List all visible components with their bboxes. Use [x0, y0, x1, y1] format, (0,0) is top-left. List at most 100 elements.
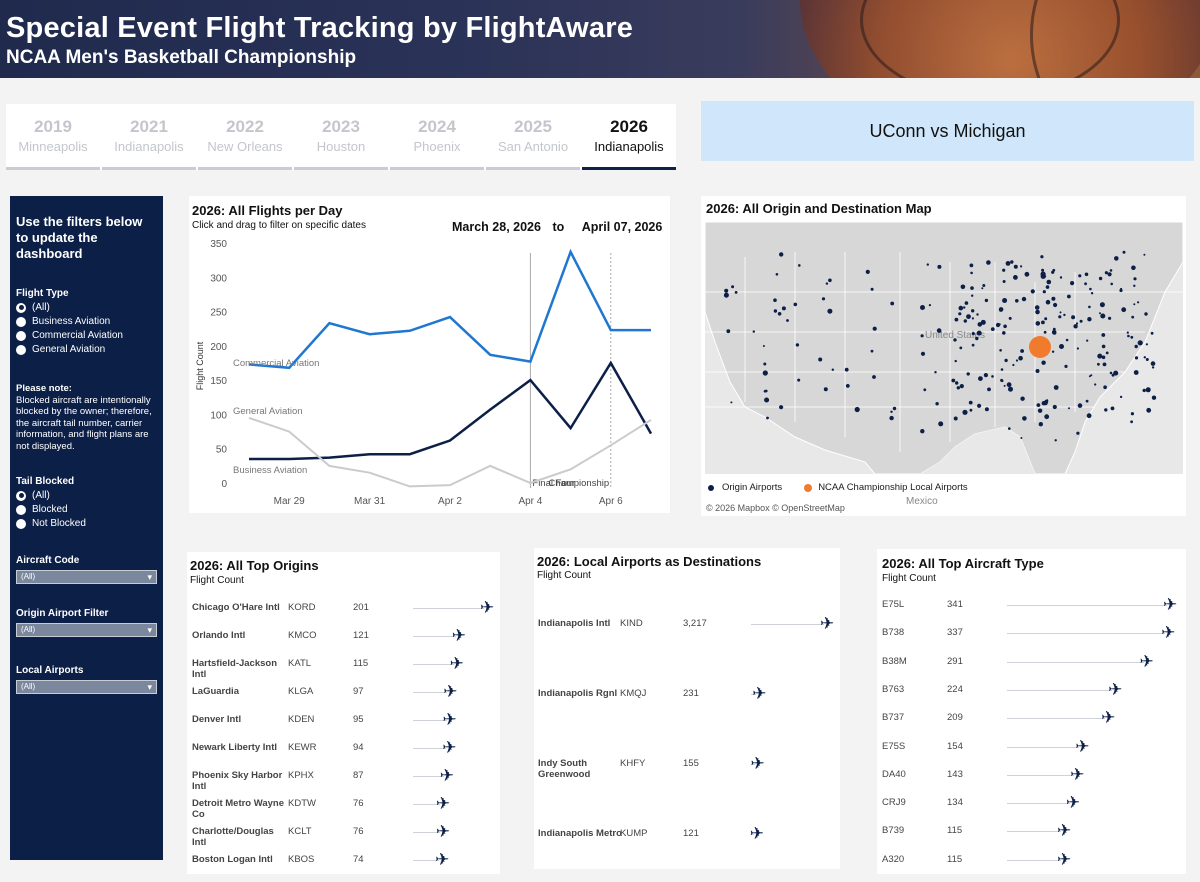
origin-airport-dot[interactable]: [1020, 437, 1023, 439]
origin-airport-dot[interactable]: [779, 252, 784, 257]
origin-airport-dot[interactable]: [958, 305, 964, 311]
origin-airport-dot[interactable]: [798, 264, 801, 267]
origin-airport-dot[interactable]: [1087, 317, 1092, 322]
origin-airport-dot[interactable]: [970, 271, 973, 275]
origin-airport-dot[interactable]: [1143, 253, 1146, 256]
origin-airport-dot[interactable]: [991, 375, 994, 378]
origin-airport-dot[interactable]: [1100, 313, 1106, 319]
origin-airport-dot[interactable]: [1071, 315, 1076, 320]
origin-airport-dot[interactable]: [763, 362, 767, 366]
origin-airport-dot[interactable]: [723, 292, 729, 298]
origin-airport-dot[interactable]: [1024, 271, 1030, 277]
origin-airport-dot[interactable]: [959, 346, 963, 350]
origin-airport-dot[interactable]: [870, 349, 874, 353]
origin-airport-dot[interactable]: [1105, 351, 1109, 355]
origin-airport-dot[interactable]: [1008, 316, 1012, 320]
origin-airport-dot[interactable]: [872, 326, 877, 331]
origin-airport-dot[interactable]: [936, 328, 942, 333]
origin-airport-dot[interactable]: [1005, 261, 1011, 266]
origin-airport-dot[interactable]: [986, 260, 991, 265]
origin-airport-dot[interactable]: [953, 338, 957, 342]
origin-airport-dot[interactable]: [865, 269, 870, 274]
origin-airport-dot[interactable]: [998, 323, 1001, 326]
origin-airport-dot[interactable]: [1053, 385, 1059, 390]
origin-row[interactable]: Boston Logan Intl KBOS 74 ✈: [187, 846, 500, 874]
origin-airport-dot[interactable]: [1038, 422, 1043, 427]
aircraft-row[interactable]: B763 224 ✈: [877, 676, 1186, 704]
origin-airport-dot[interactable]: [1151, 395, 1157, 400]
origin-airport-dot[interactable]: [981, 287, 984, 290]
tab-2025[interactable]: 2025 San Antonio: [486, 104, 580, 170]
origin-airport-dot[interactable]: [1102, 362, 1107, 367]
origin-airport-dot[interactable]: [1108, 316, 1112, 320]
origin-airport-dot[interactable]: [1143, 356, 1146, 359]
origin-airport-dot[interactable]: [923, 388, 927, 392]
origin-airport-dot[interactable]: [1046, 279, 1052, 285]
flight-type-all[interactable]: (All): [16, 302, 157, 313]
origin-airport-dot[interactable]: [977, 403, 982, 408]
local-airport-row[interactable]: Indianapolis Intl KIND 3,217 ✈: [534, 592, 840, 662]
local-airport-row[interactable]: Indy South Greenwood KHFY 155 ✈: [534, 732, 840, 802]
origin-airport-dot[interactable]: [1045, 285, 1050, 289]
origin-airport-dot[interactable]: [1059, 276, 1063, 279]
origin-airport-dot[interactable]: [1086, 413, 1092, 419]
origin-airport-dot[interactable]: [1110, 282, 1113, 286]
origin-airport-dot[interactable]: [752, 330, 755, 333]
origin-airport-dot[interactable]: [734, 291, 738, 294]
origin-airport-dot[interactable]: [1145, 358, 1149, 361]
origin-airport-dot[interactable]: [1020, 396, 1025, 401]
origin-airport-dot[interactable]: [823, 387, 828, 392]
origin-airport-dot[interactable]: [1034, 305, 1040, 310]
tab-2024[interactable]: 2024 Phoenix: [390, 104, 484, 170]
origin-airport-dot[interactable]: [854, 406, 860, 413]
origin-row[interactable]: Phoenix Sky Harbor Intl KPHX 87 ✈: [187, 762, 500, 792]
origin-airport-dot[interactable]: [963, 319, 967, 323]
origin-airport-dot[interactable]: [971, 317, 974, 320]
origin-airport-dot[interactable]: [976, 330, 982, 336]
origin-airport-dot[interactable]: [1059, 344, 1064, 349]
origin-airport-dot[interactable]: [1035, 369, 1040, 373]
origin-airport-dot[interactable]: [1013, 264, 1018, 269]
origin-airport-dot[interactable]: [762, 370, 768, 376]
origin-airport-dot[interactable]: [1040, 255, 1044, 259]
origin-airport-dot[interactable]: [1137, 340, 1143, 346]
origin-airport-dot[interactable]: [1131, 315, 1135, 319]
origin-airport-dot[interactable]: [978, 376, 983, 381]
origin-airport-dot[interactable]: [1037, 408, 1043, 413]
origin-airport-dot[interactable]: [1088, 305, 1091, 309]
line-chart-plot[interactable]: 0 50 100 150 200 250 300 350 Flight Count Mar 29 M…: [189, 196, 670, 513]
origin-airport-dot[interactable]: [920, 334, 924, 338]
origin-airport-dot[interactable]: [1042, 290, 1046, 294]
origin-row[interactable]: Chicago O'Hare Intl KORD 201 ✈: [187, 594, 500, 622]
origin-airport-dot[interactable]: [1045, 399, 1049, 402]
origin-airport-dot[interactable]: [937, 264, 942, 269]
origin-airport-dot[interactable]: [1107, 272, 1112, 277]
origin-airport-dot[interactable]: [1043, 401, 1048, 406]
origin-airport-dot[interactable]: [1008, 386, 1013, 392]
origin-airport-dot[interactable]: [828, 278, 832, 283]
origin-airport-dot[interactable]: [1065, 338, 1069, 342]
origin-airport-dot[interactable]: [890, 301, 895, 306]
origin-airport-dot[interactable]: [971, 309, 975, 313]
origin-airport-dot[interactable]: [1054, 439, 1057, 442]
aircraft-row[interactable]: E75S 154 ✈: [877, 733, 1186, 761]
origin-airport-dot[interactable]: [980, 319, 986, 325]
origin-airport-dot[interactable]: [766, 416, 769, 420]
local-airport-row[interactable]: Indianapolis Rgnl KMQJ 231 ✈: [534, 662, 840, 732]
origin-airport-dot[interactable]: [1068, 407, 1070, 410]
flight-type-commercial[interactable]: Commercial Aviation: [16, 330, 157, 341]
origin-airport-dot[interactable]: [1008, 427, 1011, 430]
origin-airport-dot[interactable]: [1134, 356, 1139, 360]
origin-airport-dot[interactable]: [1134, 344, 1138, 349]
tail-blocked-blocked[interactable]: Blocked: [16, 504, 157, 515]
aircraft-row[interactable]: B38M 291 ✈: [877, 648, 1186, 676]
origin-airport-dot[interactable]: [1058, 315, 1062, 319]
aircraft-row[interactable]: B739 115 ✈: [877, 817, 1186, 845]
origin-airport-dot[interactable]: [1145, 343, 1148, 346]
origin-row[interactable]: Hartsfield-Jackson Intl KATL 115 ✈: [187, 650, 500, 680]
origin-airport-dot[interactable]: [1059, 311, 1062, 314]
origin-airport-dot[interactable]: [960, 284, 966, 290]
origin-airport-dot[interactable]: [1003, 324, 1007, 329]
origin-airport-dot[interactable]: [984, 298, 989, 303]
origin-airport-dot[interactable]: [959, 384, 964, 389]
